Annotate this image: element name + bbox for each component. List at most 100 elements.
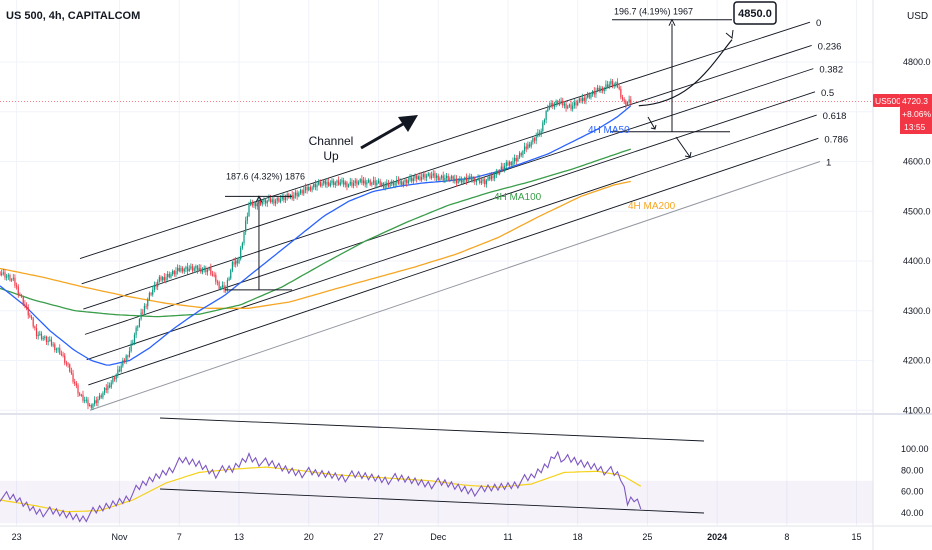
channel-arrow (360, 122, 404, 150)
candle-body (567, 106, 569, 109)
candle-body (417, 176, 419, 180)
candle-body (284, 197, 287, 201)
candle-body (294, 192, 297, 196)
candle-body (100, 395, 102, 398)
candle-body (16, 285, 18, 287)
candle-body (29, 315, 31, 317)
candle-body (623, 99, 625, 102)
candle-body (108, 385, 111, 388)
candle-body (472, 177, 474, 181)
candle-body (465, 177, 468, 182)
candle-body (515, 157, 517, 162)
channel-line (86, 114, 817, 361)
candle-body (1, 273, 3, 275)
candle-body (301, 190, 303, 194)
candle-body (431, 175, 433, 178)
candle-body (328, 181, 330, 186)
candle-body (558, 102, 561, 105)
candle-body (600, 87, 602, 92)
candle-body (597, 87, 599, 92)
candle-body (364, 180, 366, 185)
candle-body (218, 282, 220, 289)
measure1-label: 187.6 (4.32%) 1876 (226, 171, 305, 181)
candle-body (20, 295, 23, 297)
candle-body (269, 198, 272, 203)
target-label: 4850.0 (738, 8, 772, 20)
candle-body (374, 180, 376, 185)
time-axis[interactable]: 23 Nov 7 13 20 27 Dec 11 18 25 2024 8 15 (12, 532, 862, 542)
candle-body (17, 286, 19, 295)
candle-body (613, 84, 615, 86)
candle-body (381, 183, 383, 186)
candle-body (608, 84, 610, 88)
price-tick-label: 4600.0 (903, 157, 931, 167)
candle-body (283, 196, 285, 201)
candle-body (542, 122, 544, 132)
candle-body (160, 276, 162, 281)
measure1-arrowhead (255, 195, 263, 203)
candle-body (87, 399, 89, 406)
ma200-line (0, 180, 631, 309)
candle-body (469, 176, 471, 179)
candle-body (118, 369, 121, 372)
time-tick-label: 18 (573, 532, 583, 542)
candle-body (509, 161, 511, 166)
candle-body (460, 178, 463, 183)
candle-body (450, 176, 453, 179)
fib-level-label: 0 (816, 18, 821, 29)
candle-body (132, 342, 134, 344)
candle-body (143, 306, 146, 313)
channel-line (81, 44, 812, 285)
candle-body (213, 274, 215, 276)
candle-body (550, 102, 552, 106)
candle-body (47, 340, 49, 343)
candle-body (435, 175, 438, 178)
fib-level-label: 0.618 (823, 111, 847, 122)
candle-body (447, 175, 449, 181)
channel-line (83, 68, 814, 310)
candle-body (376, 182, 378, 185)
candle-body (479, 178, 481, 184)
candle-body (518, 153, 521, 158)
candle-body (155, 284, 157, 287)
candle-body (122, 360, 124, 366)
candle-body (263, 199, 265, 202)
candle-body (547, 108, 549, 112)
candle-body (593, 91, 595, 95)
candle-body (359, 179, 361, 182)
candle-body (276, 197, 278, 201)
candle-body (220, 287, 222, 289)
candle-body (525, 146, 527, 149)
candle-body (27, 307, 29, 316)
candle-body (625, 101, 627, 105)
candle-body (157, 281, 159, 287)
candle-body (341, 180, 343, 183)
candle-body (57, 348, 59, 350)
channel-label: Channel (309, 134, 354, 148)
candle-body (25, 305, 28, 308)
time-tick-label: 13 (234, 532, 244, 542)
candle-body (7, 275, 9, 277)
candle-body (150, 293, 152, 295)
candle-body (343, 180, 345, 185)
candle-body (274, 200, 277, 204)
candle-body (346, 182, 348, 187)
candle-body (432, 173, 434, 176)
rsi-trendline-upper (159, 417, 705, 442)
channel-lines: 0 0.236 0.382 0.5 0.618 0.786 1 (79, 18, 848, 411)
candle-body (324, 180, 326, 185)
ma50-line (0, 105, 632, 366)
candle-body (326, 181, 328, 185)
candle-body (205, 267, 207, 273)
candle-body (505, 162, 507, 166)
candle-body (67, 363, 69, 365)
candle-body (452, 176, 454, 181)
candle-body (392, 181, 395, 186)
candle-body (575, 102, 577, 106)
candle-body (389, 184, 391, 187)
candle-body (79, 393, 81, 396)
candle-body (416, 175, 418, 180)
candle-body (377, 180, 380, 183)
candle-body (195, 265, 197, 269)
price-tick-label: 4100.0 (903, 405, 931, 415)
